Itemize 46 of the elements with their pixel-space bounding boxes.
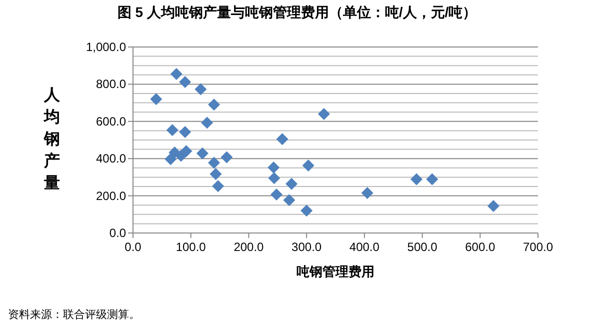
point <box>208 156 220 169</box>
point <box>208 98 220 111</box>
point <box>426 173 438 186</box>
point <box>166 124 178 136</box>
point <box>164 153 177 166</box>
text: 资料来源：联合评级测算。 <box>8 308 140 321</box>
point <box>283 194 296 206</box>
point <box>210 168 222 180</box>
y-tick-label: 200.0 <box>96 188 126 203</box>
point <box>300 204 313 217</box>
point <box>487 200 500 212</box>
point <box>361 187 374 200</box>
y-tick-label: 800.0 <box>96 77 126 92</box>
x-tick-label: 400.0 <box>349 240 380 254</box>
point <box>268 162 280 174</box>
point <box>220 151 233 164</box>
x-tick-label: 100.0 <box>176 240 206 254</box>
point <box>196 147 208 160</box>
point <box>302 159 314 172</box>
x-tick-label: 700.0 <box>522 240 554 254</box>
y-tick-label: 1,000.0 <box>86 40 126 54</box>
point <box>150 93 162 106</box>
point <box>276 133 288 146</box>
y-tick-label: 0.0 <box>109 226 126 240</box>
point <box>170 68 182 80</box>
point <box>194 83 207 96</box>
x-tick-label: 600.0 <box>465 240 496 254</box>
point <box>286 178 298 190</box>
point <box>318 108 330 120</box>
point <box>201 116 214 129</box>
chart-title: 图 5 人均吨钢产量与吨钢管理费用（单位：吨/人，元/吨） <box>117 4 477 20</box>
point <box>270 188 282 200</box>
x-axis-title: 吨钢管理费用 <box>296 264 374 279</box>
x-tick-label: 0.0 <box>124 240 142 254</box>
x-tick-label: 200.0 <box>234 240 264 254</box>
point <box>179 126 192 138</box>
x-tick-label: 500.0 <box>407 240 438 254</box>
point <box>410 173 422 186</box>
point <box>268 172 280 184</box>
point <box>175 150 188 162</box>
x-tick-label: 300.0 <box>292 240 322 254</box>
y-tick-label: 400.0 <box>96 152 126 166</box>
y-axis-title: 人均钢产量 <box>43 86 61 192</box>
y-tick-label: 600.0 <box>96 114 126 128</box>
point <box>179 76 192 88</box>
point <box>212 180 224 192</box>
